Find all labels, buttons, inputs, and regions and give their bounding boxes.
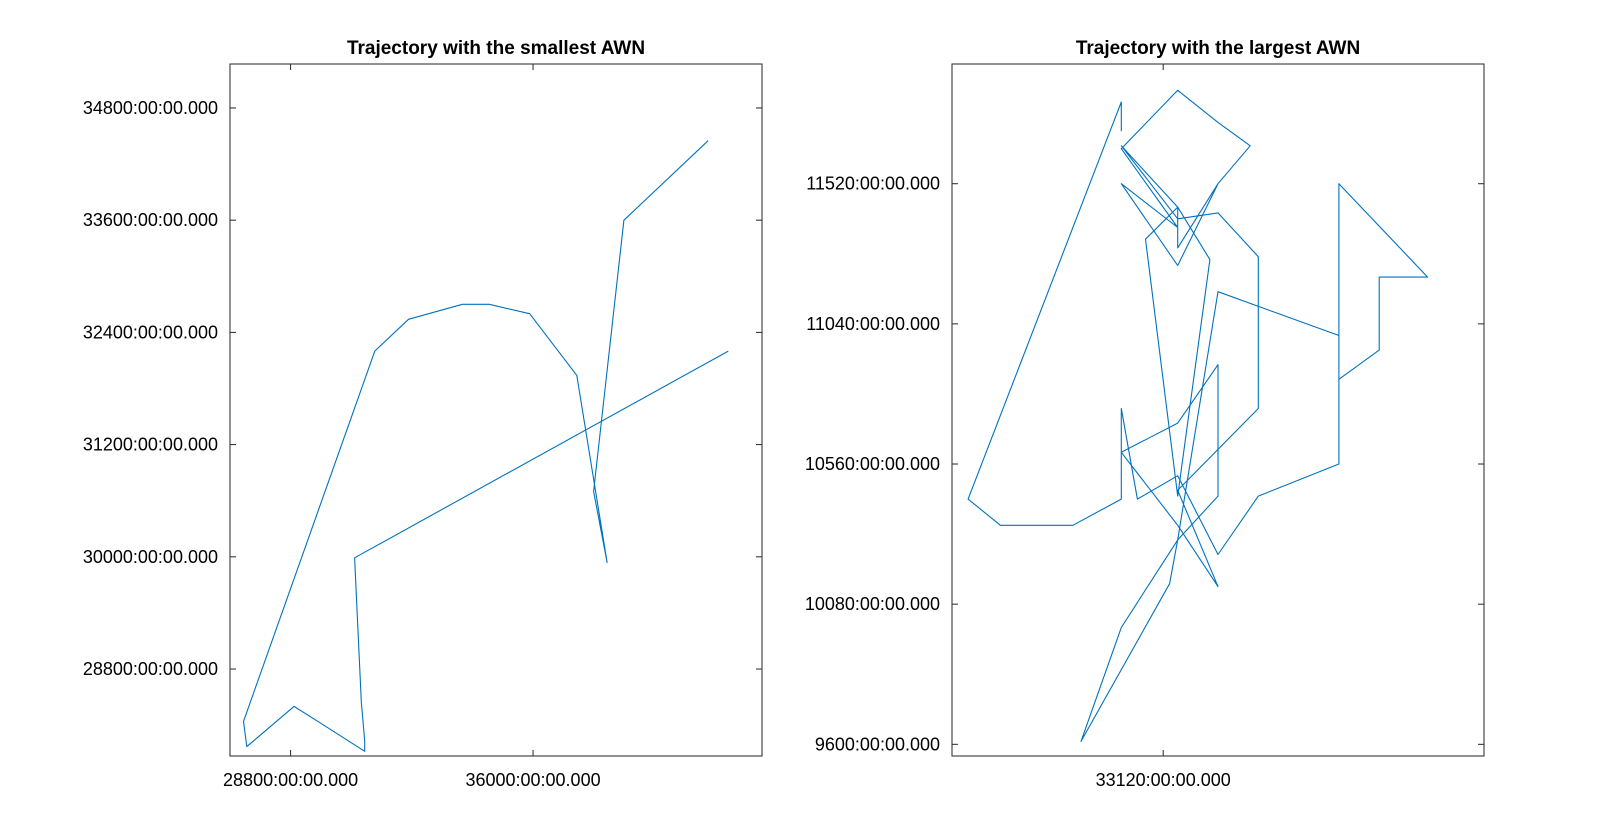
y-tick-label: 33600:00:00.000	[83, 210, 218, 230]
chart-panel-smallest-awn: Trajectory with the smallest AWN 28800:0…	[83, 38, 763, 790]
y-tick-label: 34800:00:00.000	[83, 98, 218, 118]
y-tick-label: 28800:00:00.000	[83, 659, 218, 679]
axes-ticks: 28800:00:00.000 36000:00:00.000 28800:00:0…	[83, 64, 762, 790]
chart-title: Trajectory with the smallest AWN	[347, 38, 645, 59]
y-tick-label: 11040:00:00.000	[806, 314, 940, 334]
trajectory-series-line	[967, 89, 1429, 742]
chart-panel-largest-awn: Trajectory with the largest AWN 33120:00…	[805, 38, 1485, 790]
y-tick-label: 9600:00:00.000	[815, 734, 940, 754]
trajectory-series-line	[242, 140, 729, 752]
y-tick-label: 11520:00:00.000	[806, 174, 940, 194]
y-tick-label: 30000:00:00.000	[83, 547, 218, 567]
y-tick-label: 32400:00:00.000	[83, 322, 218, 342]
plot-area-frame	[229, 63, 763, 757]
plot-area-frame	[951, 63, 1485, 757]
chart-title: Trajectory with the largest AWN	[1076, 38, 1360, 59]
y-tick-label: 10080:00:00.000	[805, 594, 940, 614]
series-group	[242, 140, 729, 752]
x-tick-label: 36000:00:00.000	[465, 770, 600, 790]
series-group	[967, 89, 1429, 742]
axes-ticks: 33120:00:00.000 9600:00:00.000 10080:00:00…	[805, 64, 1484, 790]
x-tick-label: 33120:00:00.000	[1096, 770, 1231, 790]
y-tick-label: 10560:00:00.000	[805, 454, 940, 474]
y-tick-label: 31200:00:00.000	[83, 435, 218, 455]
x-tick-label: 28800:00:00.000	[223, 770, 358, 790]
